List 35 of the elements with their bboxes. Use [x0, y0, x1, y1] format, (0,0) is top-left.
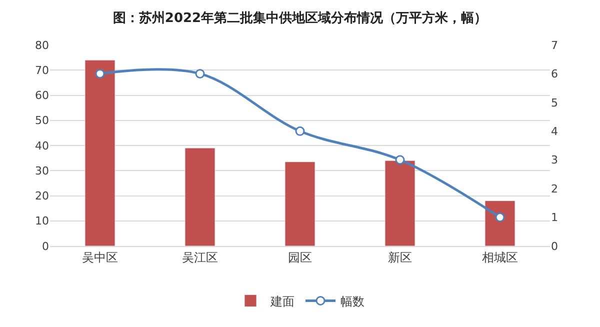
chart-title: 图：苏州2022年第二批集中供地区域分布情况（万平方米，幅）: [112, 10, 488, 26]
y-tick-label: 30: [35, 164, 49, 178]
x-tick-label: 新区: [388, 250, 412, 264]
x-tick-label: 园区: [288, 250, 312, 264]
y-tick-label: 40: [35, 139, 49, 152]
x-tick-label: 相城区: [482, 250, 518, 264]
y2-tick-label: 3: [551, 154, 558, 167]
bar: [184, 148, 216, 246]
y-tick-label: 80: [35, 38, 49, 52]
y-tick-label: 60: [35, 89, 49, 102]
y2-tick-label: 1: [551, 211, 558, 224]
y2-tick-label: 5: [551, 96, 558, 110]
y2-tick-label: 7: [551, 38, 558, 52]
point: [195, 68, 205, 78]
x-tick-label: 吴江区: [182, 250, 218, 264]
legend-label: 建面: [270, 294, 294, 308]
point: [295, 126, 305, 136]
y2-tick-label: 6: [551, 68, 558, 81]
y2-tick-label: 2: [551, 182, 558, 196]
y2-tick-label: 4: [551, 124, 558, 138]
bar: [484, 200, 516, 246]
x-tick-label: 吴中区: [82, 250, 118, 264]
point: [395, 155, 405, 165]
bar: [284, 162, 316, 246]
point: [95, 68, 105, 78]
y-tick-label: 20: [35, 190, 49, 203]
bar: [84, 60, 116, 246]
point: [495, 212, 505, 222]
y-tick-label: 70: [35, 64, 49, 77]
y-tick-label: 50: [35, 114, 49, 128]
y-tick-label: 0: [42, 240, 49, 253]
legend-label: 幅数: [340, 294, 364, 308]
y2-tick-label: 0: [551, 240, 558, 253]
bar: [384, 160, 416, 246]
y-tick-label: 10: [35, 214, 49, 228]
